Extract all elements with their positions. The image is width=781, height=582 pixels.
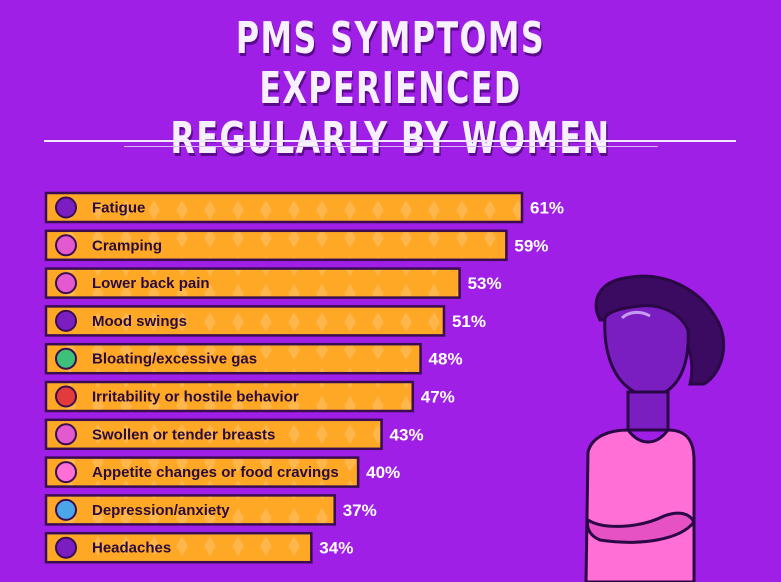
category-label-7: Appetite changes or food cravings	[92, 464, 339, 481]
category-label-6: Swollen or tender breasts	[92, 426, 275, 443]
sad-face-icon	[55, 498, 77, 521]
sore-breast-icon	[55, 423, 77, 446]
back-pain-icon	[55, 272, 77, 295]
category-label-2: Lower back pain	[92, 275, 210, 292]
value-label-7: 40%	[366, 463, 400, 482]
title-divider-thin	[124, 146, 658, 147]
bloating-icon	[55, 347, 77, 370]
crossed-arms-icon	[586, 511, 696, 544]
category-label-0: Fatigue	[92, 200, 145, 217]
value-label-0: 61%	[530, 199, 564, 218]
value-label-5: 47%	[421, 388, 455, 407]
sleepy-face-icon	[55, 196, 77, 219]
bar-2	[44, 267, 461, 299]
face-icon	[603, 304, 690, 398]
bar-6	[44, 418, 383, 451]
bar-5	[44, 380, 415, 413]
category-label-8: Depression/anxiety	[92, 502, 230, 519]
bar-7	[44, 456, 360, 488]
shirt-icon	[584, 428, 696, 582]
bar-4	[44, 342, 422, 375]
value-label-3: 51%	[452, 312, 486, 331]
bar-8	[44, 494, 336, 526]
chart-title: PMS SYMPTOMS EXPERIENCED REGULARLY BY WO…	[0, 14, 781, 164]
value-label-8: 37%	[343, 501, 377, 520]
eyebrow-icon	[620, 310, 651, 320]
cupcake-icon	[55, 461, 77, 484]
title-line-2: REGULARLY BY WOMEN	[170, 113, 611, 164]
title-line-1: PMS SYMPTOMS EXPERIENCED	[235, 13, 546, 114]
category-label-3: Mood swings	[92, 313, 187, 330]
value-label-1: 59%	[514, 236, 548, 255]
category-label-9: Headaches	[92, 540, 171, 557]
value-label-9: 34%	[319, 539, 353, 558]
value-label-2: 53%	[468, 274, 502, 293]
mood-swings-icon	[55, 309, 77, 332]
bar-3	[44, 305, 446, 337]
woman-illustration	[584, 274, 726, 582]
title-divider	[44, 140, 736, 142]
category-label-4: Bloating/excessive gas	[92, 351, 257, 368]
bar-1	[44, 229, 508, 262]
value-label-6: 43%	[390, 425, 424, 444]
value-label-4: 48%	[429, 350, 463, 369]
cramping-icon	[55, 234, 77, 257]
headache-icon	[55, 536, 77, 559]
angry-face-icon	[55, 385, 77, 408]
bar-0	[44, 191, 524, 224]
bar-9	[44, 531, 313, 564]
category-label-5: Irritability or hostile behavior	[92, 389, 299, 406]
neck-icon	[626, 390, 670, 432]
category-label-1: Cramping	[92, 237, 162, 254]
